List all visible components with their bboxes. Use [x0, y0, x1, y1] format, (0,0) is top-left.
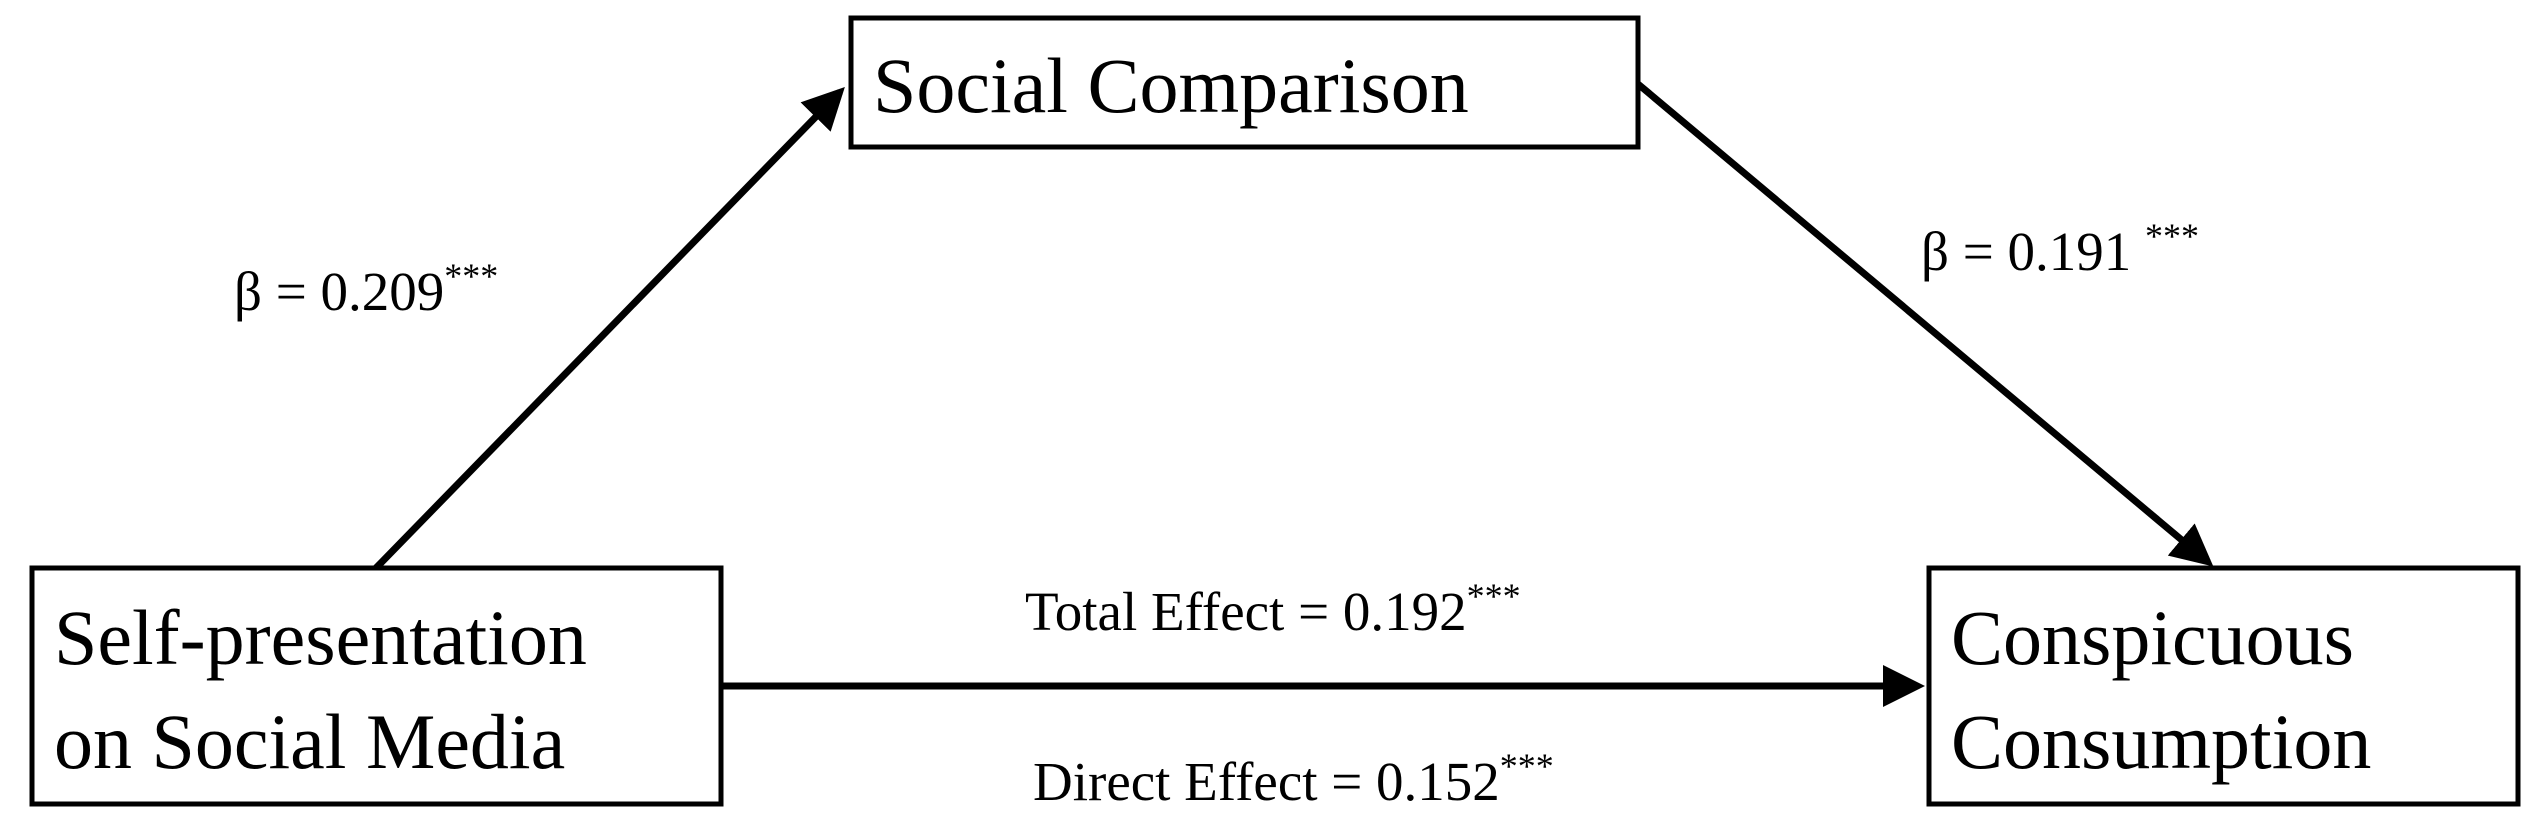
edge-text: β = 0.209 [234, 261, 444, 322]
arrow [373, 86, 845, 571]
edge-text: Direct Effect = 0.152 [1033, 751, 1500, 812]
edge-label: β = 0.209*** [234, 256, 498, 322]
node-box [29, 565, 724, 807]
significance: *** [1467, 576, 1521, 616]
node-box [1926, 565, 2521, 807]
edge-text: β = 0.191 [1921, 221, 2145, 282]
edge-label: Direct Effect = 0.152*** [1033, 746, 1554, 812]
node-label: Consumption [1951, 698, 2371, 785]
edge-label: Total Effect = 0.192*** [1025, 576, 1521, 642]
node-label: Self-presentation [54, 594, 587, 681]
arrow [1635, 81, 2214, 567]
node-label: Social Comparison [873, 42, 1469, 129]
edge-text: Total Effect = 0.192 [1025, 581, 1467, 642]
significance: *** [444, 256, 498, 296]
node-box [848, 15, 1641, 150]
significance: *** [2145, 216, 2199, 256]
edge-label: β = 0.191 *** [1921, 216, 2199, 282]
node-label: on Social Media [54, 698, 565, 785]
significance: *** [1500, 746, 1554, 786]
node-label: Conspicuous [1951, 594, 2354, 681]
